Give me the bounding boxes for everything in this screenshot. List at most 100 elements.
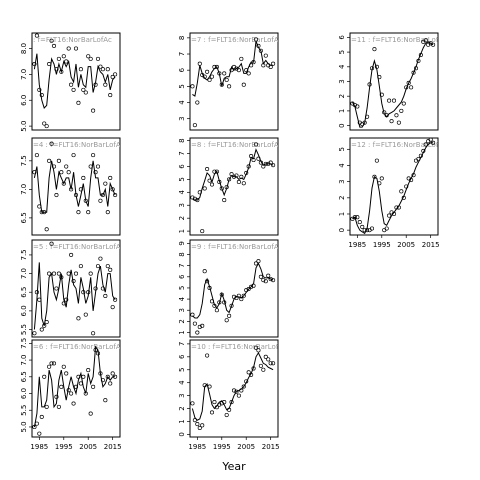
panel-title: =4 : f=FLT16:NorBarLofAc: [33, 141, 125, 149]
point: [49, 361, 54, 366]
point: [108, 175, 113, 180]
point: [374, 64, 379, 69]
point: [42, 374, 47, 379]
y-tick-label: 1: [338, 109, 346, 113]
point: [222, 71, 227, 76]
point: [234, 389, 239, 394]
panel: =7 : f=FLT16:NorBarLofAc 3 4 5 6 7 8: [178, 32, 283, 131]
y-tick-label: 5.0: [20, 421, 28, 432]
point: [88, 56, 93, 61]
point: [212, 400, 217, 405]
point: [44, 404, 49, 409]
y-tick-label: 3: [178, 308, 186, 312]
y-tick-label: 5.5: [20, 405, 28, 416]
point: [391, 98, 397, 103]
y-tick-label: 5.0: [20, 121, 28, 132]
panel-title: =7 : f=FLT16:NorBarLofAc: [191, 36, 283, 44]
point: [105, 264, 110, 269]
point: [253, 261, 259, 266]
panel: =11 : f=FLT16:NorBarLofAc 0 1 2 3 4 5 6: [338, 32, 439, 131]
point: [365, 114, 370, 119]
point: [59, 170, 64, 175]
point: [66, 271, 71, 276]
point: [396, 120, 401, 125]
point: [195, 330, 200, 335]
point: [192, 123, 197, 128]
point: [229, 172, 234, 177]
point: [355, 215, 360, 220]
y-tick-label: 3: [338, 79, 346, 83]
point: [258, 274, 263, 279]
x-tick-label: 1995: [55, 443, 73, 451]
fit-line: [33, 262, 116, 330]
point: [360, 224, 365, 229]
point: [263, 279, 268, 284]
y-tick-label: 6: [178, 164, 186, 169]
point: [246, 164, 251, 169]
point: [105, 374, 110, 379]
point: [91, 153, 96, 158]
point: [244, 68, 249, 73]
point: [229, 303, 234, 308]
y-tick-label: 6.5: [20, 371, 28, 382]
point: [404, 85, 409, 90]
point: [389, 119, 394, 124]
point: [409, 177, 414, 183]
point: [81, 87, 86, 92]
point: [95, 264, 101, 269]
point: [202, 74, 207, 79]
point: [416, 58, 421, 63]
y-tick-label: 3: [178, 203, 186, 207]
y-tick-label: 8.0: [20, 43, 28, 54]
y-tick-label: 3: [178, 393, 186, 397]
point: [200, 423, 205, 428]
point: [227, 177, 232, 182]
point: [224, 77, 229, 82]
point: [64, 297, 69, 302]
point: [100, 286, 105, 291]
point: [229, 68, 234, 73]
point: [428, 137, 433, 142]
point: [78, 264, 83, 269]
point: [224, 412, 229, 418]
point: [78, 187, 83, 192]
y-tick-label: 5: [178, 368, 186, 372]
point: [244, 288, 249, 293]
y-tick-label: 5.5: [20, 324, 28, 335]
y-tick-label: 7.0: [20, 268, 28, 279]
point: [195, 198, 200, 203]
point: [355, 104, 360, 109]
y-tick-label: 4: [178, 100, 186, 105]
point: [73, 46, 79, 51]
point: [110, 187, 115, 192]
point: [98, 371, 103, 376]
x-tick-label: 2015: [422, 241, 440, 249]
y-tick-label: 3: [338, 179, 346, 183]
point: [103, 398, 108, 403]
panel-title: =5 : f=FLT16:NorBarLofAc: [33, 243, 125, 251]
y-tick-label: 5: [178, 286, 186, 290]
point: [202, 383, 207, 388]
point: [244, 379, 249, 384]
point: [32, 61, 37, 67]
point: [207, 77, 212, 82]
point: [71, 87, 76, 92]
point: [406, 80, 411, 86]
point: [365, 228, 370, 233]
panel-frame: [349, 137, 439, 236]
y-tick-label: 4: [338, 64, 346, 69]
panel-title: : f=FLT16:NorBarLofAc: [33, 36, 112, 44]
y-tick-label: 7: [178, 52, 186, 56]
point: [54, 193, 59, 198]
point: [227, 84, 232, 89]
y-tick-label: 8: [178, 138, 186, 142]
point: [34, 421, 39, 426]
point: [222, 400, 227, 405]
point: [37, 431, 42, 436]
point: [271, 361, 276, 366]
point: [401, 101, 406, 106]
point: [214, 308, 219, 313]
point: [251, 60, 256, 65]
point: [263, 354, 268, 359]
y-tick-label: 8: [178, 252, 186, 256]
